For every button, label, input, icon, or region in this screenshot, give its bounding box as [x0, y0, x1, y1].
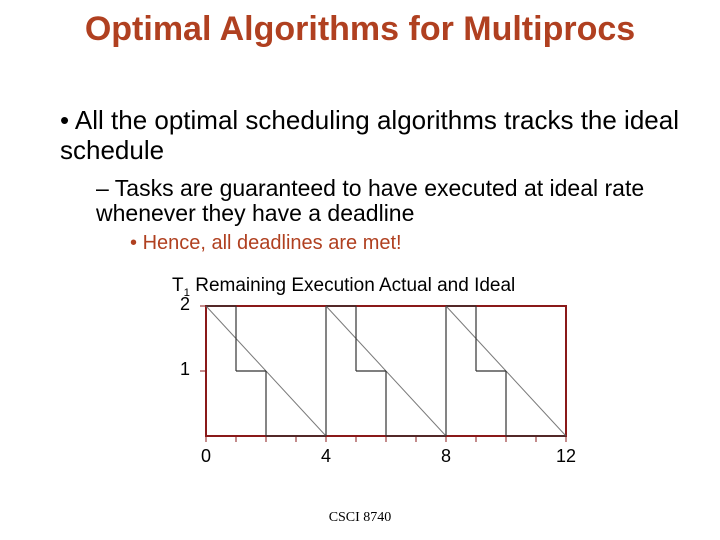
- chart-svg: [196, 296, 576, 446]
- x-label-0: 0: [191, 446, 221, 467]
- bullet-level1: All the optimal scheduling algorithms tr…: [60, 106, 690, 166]
- chart-title-rest: Remaining Execution Actual and Ideal: [190, 275, 515, 296]
- x-label-4: 4: [311, 446, 341, 467]
- slide-title: Optimal Algorithms for Multiprocs: [0, 10, 720, 49]
- footer: CSCI 8740: [0, 510, 720, 526]
- x-label-8: 8: [431, 446, 461, 467]
- chart-title-prefix: T: [172, 275, 184, 296]
- slide: Optimal Algorithms for Multiprocs All th…: [0, 0, 720, 540]
- bullet-level3: Hence, all deadlines are met!: [130, 232, 700, 254]
- x-label-12: 12: [551, 446, 581, 467]
- bullet-level2: Tasks are guaranteed to have executed at…: [96, 176, 700, 227]
